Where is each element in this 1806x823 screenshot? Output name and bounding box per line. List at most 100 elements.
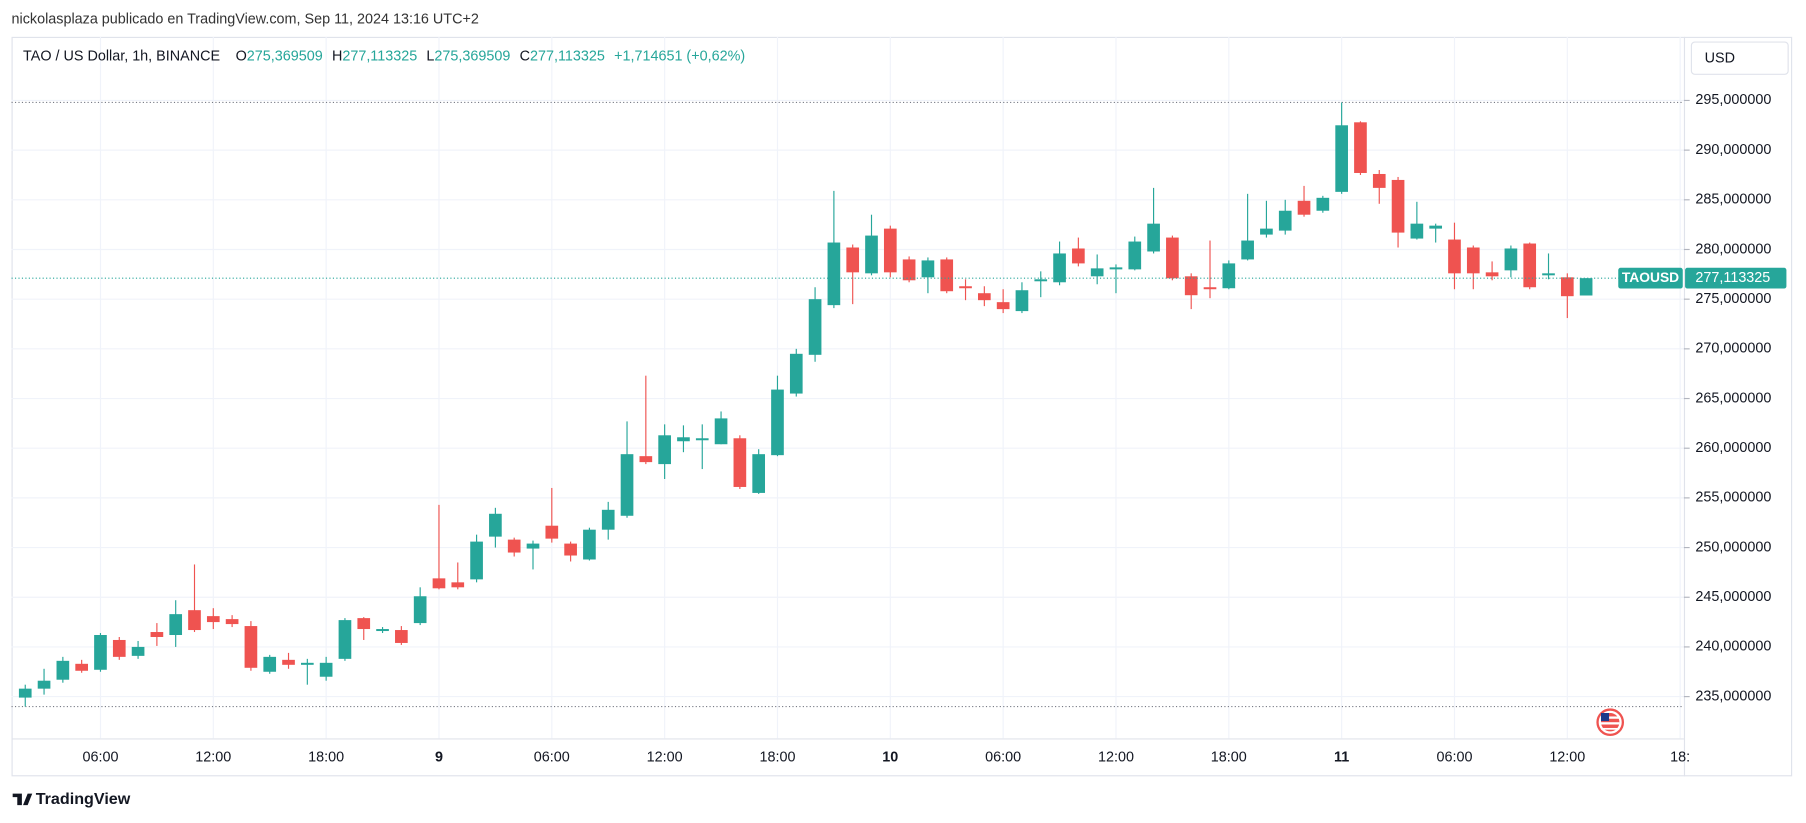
x-tick-label: 12:00: [195, 750, 231, 766]
candle-body: [1241, 240, 1254, 260]
candle-body: [1147, 223, 1160, 252]
candle-body: [1579, 278, 1593, 296]
y-tick-label: 245,000000: [1695, 589, 1771, 605]
symbol: TAO / US Dollar, 1h, BINANCE: [23, 48, 220, 64]
candle-body: [1260, 228, 1273, 235]
price-tag-text: 277,113325: [1695, 270, 1770, 286]
candle-body: [940, 259, 954, 292]
currency-button[interactable]: [1690, 41, 1789, 75]
candle-body: [545, 525, 559, 539]
y-tick-label: 265,000000: [1695, 390, 1771, 406]
x-tick-label: 06:00: [985, 750, 1021, 766]
candle-body: [1297, 200, 1311, 215]
candle-body: [244, 626, 258, 668]
chart-frame: [11, 36, 1793, 777]
candle-body: [601, 509, 615, 530]
candle-body: [808, 299, 822, 355]
candle-body: [432, 578, 446, 589]
candle-body: [263, 656, 277, 672]
ohlc-key: C: [520, 48, 530, 64]
symbol-tag: [1618, 267, 1683, 289]
x-tick-label: 18:: [1670, 750, 1690, 766]
candle-body: [714, 418, 728, 445]
candle-body: [789, 353, 803, 394]
candle-body: [1128, 241, 1142, 270]
candle-body: [1166, 237, 1179, 279]
candle-body: [978, 293, 991, 301]
candle-body: [451, 582, 465, 588]
y-tick-label: 260,000000: [1695, 440, 1771, 456]
candle-body: [1448, 239, 1461, 274]
brand-logo: TradingView: [12, 790, 131, 808]
candle-body: [1203, 287, 1217, 290]
candle-body: [1184, 276, 1198, 296]
candle-body: [827, 242, 841, 306]
candle-body: [188, 610, 201, 631]
ohlc-value: 275,369509: [247, 48, 323, 64]
candle-body: [56, 660, 70, 680]
x-tick-label: 06:00: [82, 750, 118, 766]
candle-body: [1560, 277, 1574, 297]
candle-body: [902, 259, 916, 281]
candle-body: [1053, 253, 1066, 283]
x-tick-label: 18:00: [759, 750, 795, 766]
candle-body: [959, 286, 972, 289]
candle-body: [1410, 223, 1424, 239]
candle-body: [112, 639, 126, 657]
candle-body: [395, 630, 408, 643]
candle-body: [620, 454, 634, 516]
y-tick-label: 295,000000: [1695, 92, 1771, 108]
candle-body: [376, 629, 389, 632]
candle-body: [1542, 273, 1555, 276]
event-flag: [1596, 708, 1625, 737]
candle-body: [75, 663, 88, 671]
candle-body: [1222, 263, 1236, 289]
y-tick-label: 285,000000: [1695, 192, 1771, 208]
candle-body: [1090, 268, 1104, 277]
candle-body: [413, 596, 427, 624]
candle-body: [1316, 197, 1330, 211]
candle-body: [1354, 122, 1367, 173]
candle-body: [470, 541, 483, 580]
candle-body: [1278, 210, 1292, 231]
brand: TradingView: [36, 790, 131, 808]
candle-body: [1485, 272, 1499, 277]
candle-body: [1429, 225, 1443, 229]
candle-body: [1372, 173, 1386, 188]
candle-body: [37, 680, 51, 689]
x-tick-label: 06:00: [534, 750, 570, 766]
candle-body: [865, 235, 878, 274]
x-tick-label: 12:00: [1098, 750, 1134, 766]
ohlc-key: L: [426, 48, 434, 64]
ohlc-key: H: [332, 48, 342, 64]
candle-body: [883, 228, 897, 273]
x-tick-label: 9: [435, 750, 443, 766]
candle-body: [206, 616, 220, 623]
candle-body: [1523, 243, 1537, 288]
candle-body: [150, 632, 164, 637]
candle-body: [1335, 125, 1348, 192]
x-tick-label: 18:00: [1211, 750, 1247, 766]
candle-body: [564, 543, 577, 556]
candle-body: [846, 247, 860, 273]
y-tick-label: 290,000000: [1695, 142, 1771, 158]
x-tick-label: 06:00: [1436, 750, 1472, 766]
candle-body: [695, 438, 709, 441]
y-tick-label: 255,000000: [1695, 490, 1771, 506]
ohlc-key: O: [236, 48, 247, 64]
candle-body: [771, 389, 784, 456]
y-tick-label: 275,000000: [1695, 291, 1771, 307]
candle-body: [1015, 290, 1029, 312]
candle-body: [1466, 247, 1480, 274]
candle-body: [169, 614, 183, 636]
y-tick-label: 270,000000: [1695, 341, 1771, 357]
candle-body: [752, 454, 766, 493]
x-tick-label: 11: [1334, 750, 1349, 766]
x-tick-label: 12:00: [1549, 750, 1585, 766]
candle-body: [1504, 248, 1518, 271]
candle-body: [225, 619, 239, 625]
symbol-tag-text: TAOUSD: [1622, 269, 1679, 285]
candle-body: [526, 543, 540, 549]
